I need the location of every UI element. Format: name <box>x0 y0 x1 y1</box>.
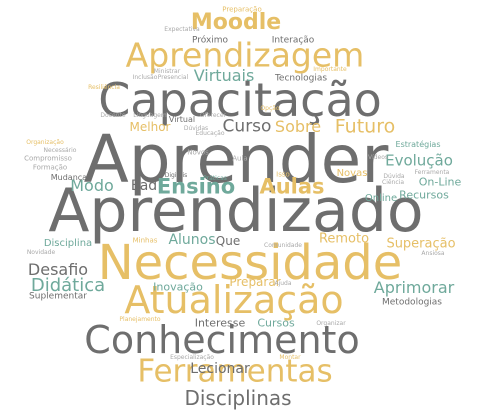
word-conhecimento: Conhecimento <box>84 318 360 362</box>
word-praticas: Práticas <box>203 175 227 182</box>
word-especializacao: Especialização <box>170 354 214 361</box>
word-oferecer: Oferecer <box>199 112 227 119</box>
word-presencial: Presencial <box>157 74 189 81</box>
word-melhor: Melhor <box>129 120 171 134</box>
word-interacao: Interação <box>271 35 315 46</box>
word-superacao: Superação <box>386 236 456 252</box>
word-modo: Modo <box>70 176 114 195</box>
word-ansiosa: Ansiosa <box>421 250 445 257</box>
word-atualizacao: Atualização <box>124 278 344 322</box>
word-organizacao: Organização <box>26 139 64 146</box>
word-lecionar: Lecionar <box>190 361 250 377</box>
word-minhas: Minhas <box>132 236 158 245</box>
word-futuro: Futuro <box>334 115 396 138</box>
word-ciencia: Ciência <box>382 179 404 186</box>
word-proximo: Próximo <box>191 35 229 46</box>
word-ead: Ead <box>130 178 158 194</box>
word-planejamento: Planejamento <box>119 316 161 323</box>
word-compromisso: Compromisso <box>24 154 72 163</box>
word-novos: Novos <box>187 148 209 157</box>
word-aprendizagem: Aprendizagem <box>125 35 365 75</box>
word-on-line: On-Line <box>418 175 462 189</box>
word-videos: Vídeos <box>367 154 389 161</box>
word-linguagem: Linguagem <box>133 112 167 119</box>
word-resiliencia: Resiliência <box>88 84 120 91</box>
word-que: Que <box>215 234 241 248</box>
word-sobre: Sobre <box>274 117 322 136</box>
word-ferramenta: Ferramenta <box>414 169 450 176</box>
word-duvida: Dúvida <box>383 173 405 180</box>
word-interesse: Interesse <box>194 316 246 330</box>
word-importante: Importante <box>313 66 347 73</box>
word-comunidade: Comunidade <box>264 242 302 249</box>
word-moodle: Moodle <box>190 10 282 35</box>
word-novidade: Novidade <box>26 249 56 256</box>
word-ministrar: Ministrar <box>153 68 181 75</box>
word-alunos: Alunos <box>168 232 216 248</box>
word-inclusao: Inclusão <box>132 74 158 81</box>
word-disciplina: Disciplina <box>43 238 93 249</box>
word-educacao: Educação <box>195 130 225 137</box>
word-remoto: Remoto <box>318 231 370 247</box>
word-isso: Isso <box>276 170 290 179</box>
word-estrategias: Estratégias <box>395 140 441 149</box>
word-aprimorar: Aprimorar <box>373 278 455 297</box>
word-necessidade: Necessidade <box>97 235 403 291</box>
word-online: Online <box>364 193 398 204</box>
word-didatica: Didática <box>30 275 106 296</box>
word-tecnologias: Tecnologias <box>274 73 328 84</box>
word-desafio: Desafio <box>27 260 89 279</box>
word-montar: Montar <box>279 354 301 361</box>
word-curso: Curso <box>222 116 272 137</box>
word-cursos: Cursos <box>257 316 295 330</box>
word-opcao: Opção <box>260 105 280 112</box>
word-digitais: Digitais <box>164 172 188 179</box>
word-mudancas: Mudanças <box>50 173 92 182</box>
word-ferramentas: Ferramentas <box>137 353 333 390</box>
word-ensino: Ensino <box>156 174 236 199</box>
word-virtual: Virtual <box>168 115 196 124</box>
word-inovacao: Inovação <box>153 280 203 294</box>
word-expectativa: Expectativa <box>164 26 200 33</box>
word-organizar: Organizar <box>316 320 346 327</box>
word-recursos: Recursos <box>399 188 449 202</box>
word-aprendizado: Aprendizado <box>48 176 424 246</box>
word-duvidas: Dúvidas <box>183 125 209 132</box>
word-preparacao: Preparação <box>222 5 262 14</box>
word-virtuais: Virtuais <box>193 66 255 85</box>
word-formacao: Formação <box>32 163 68 172</box>
word-aulas: Aulas <box>259 174 325 199</box>
word-metodologias: Metodologias <box>382 297 442 308</box>
word-suplementar: Suplementar <box>29 291 87 302</box>
word-docente: Docente <box>100 112 126 119</box>
word-capacitacao: Capacitação <box>98 73 382 127</box>
word-disciplinas: Disciplinas <box>184 386 292 410</box>
word-preparar: Preparar <box>229 275 281 289</box>
word-aula: Aula <box>232 154 248 163</box>
word-necessario: Necessário <box>43 147 77 154</box>
word-ajuda: Ajuda <box>274 280 292 287</box>
word-evolucao: Evolução <box>385 151 453 170</box>
word-aprender: Aprender <box>83 121 389 198</box>
word-novas: Novas <box>336 168 368 179</box>
